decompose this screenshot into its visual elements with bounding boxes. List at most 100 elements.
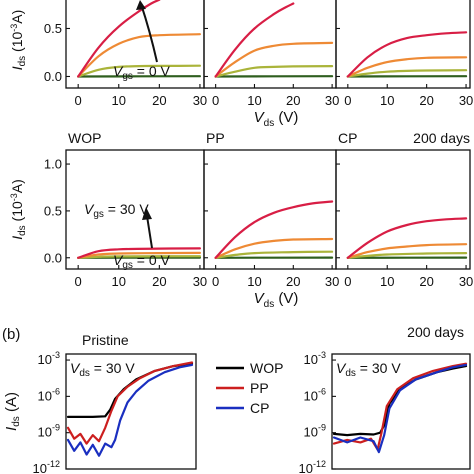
y-tick-exponent: -12 — [313, 459, 326, 469]
transfer-curve-pp — [66, 361, 194, 445]
vgs-low-annotation: Vgs = 0 V — [113, 252, 171, 271]
y-tick-label: 10-3 — [304, 350, 326, 367]
x-tick-label: 30 — [193, 93, 207, 108]
x-tick-label: 0 — [75, 93, 82, 108]
y-label-exponent: -3 — [9, 24, 19, 32]
curve-vgs-30 — [214, 2, 295, 78]
x-tick-label: 10 — [380, 93, 394, 108]
pristine-output-plots: 0 10 20 30 0.0 0.5 0 10 20 30 0 10 20 30 Ids (10-3A) Vd… — [9, 0, 473, 129]
legend: WOP PP CP — [216, 360, 283, 416]
pristine-output-subplot-2: 0 10 20 30 — [203, 0, 339, 108]
subplot-label: WOP — [68, 130, 101, 146]
y-tick-label: 10-9 — [304, 423, 326, 440]
curve-vgs-20 — [214, 41, 334, 78]
x-axis-label: Vds (V) — [254, 109, 299, 129]
vgs-arrowhead — [136, 0, 146, 10]
y-label-unit: (10 — [9, 201, 25, 225]
plot-frame — [335, 149, 471, 270]
x-tick-label: 20 — [152, 93, 166, 108]
y-tick-base: 10 — [304, 352, 318, 367]
x-label-symbol: V — [254, 290, 266, 307]
aged-title: 200 days — [413, 130, 470, 146]
y-tick-base: 10 — [299, 461, 313, 474]
y-label-symbol: I — [3, 427, 20, 431]
y-label-subscript: ds — [11, 416, 22, 427]
vgs-symbol: V — [113, 252, 124, 268]
transfer-curve-cp — [332, 363, 468, 454]
vds-value: = 30 V — [90, 360, 135, 376]
x-tick-label: 10 — [247, 274, 261, 289]
curve-vgs-30 — [77, 247, 201, 259]
aged-output-subplot-3: 0 10 20 30 CP — [335, 130, 473, 289]
y-tick-exponent: -9 — [52, 423, 60, 433]
vds-value: = 30 V — [356, 360, 401, 376]
y-tick-label: 1.0 — [44, 157, 62, 172]
y-tick-label: 0.0 — [44, 250, 62, 265]
x-tick-label: 20 — [286, 274, 300, 289]
y-label-unit-end: A) — [9, 10, 25, 24]
y-tick-exponent: -6 — [318, 386, 326, 396]
x-label-subscript: ds — [264, 299, 275, 310]
x-tick-label: 20 — [419, 274, 433, 289]
curve-vgs-10 — [346, 252, 468, 259]
curve-vgs-20 — [346, 56, 468, 78]
x-label-unit: (V) — [274, 290, 298, 307]
x-tick-label: 30 — [193, 274, 207, 289]
vds-symbol: V — [336, 360, 347, 376]
curve-vgs-30 — [77, 0, 161, 78]
y-tick-label: 10-9 — [38, 423, 60, 440]
curve-vgs-10 — [77, 255, 201, 259]
y-tick-label: 0.5 — [44, 203, 62, 218]
subplot-label: 200 days — [407, 324, 464, 340]
x-tick-label: 30 — [459, 93, 473, 108]
y-label-exponent: -3 — [9, 193, 19, 201]
y-axis-label: Ids (10-3A) — [9, 179, 28, 240]
curve-vgs-10 — [214, 250, 334, 259]
x-tick-label: 30 — [325, 93, 339, 108]
vgs-value: = 0 V — [133, 252, 171, 268]
x-tick-label: 20 — [419, 93, 433, 108]
aged-output-subplot-1: 0 10 20 30 0.0 0.5 1.0 WOP — [44, 130, 207, 289]
legend-entry-cp: CP — [250, 400, 269, 416]
x-label-unit: (V) — [274, 109, 298, 126]
y-tick-label: 10-6 — [38, 386, 60, 403]
vgs-high-annotation: Vgs = 30 V — [84, 201, 149, 220]
y-tick-exponent: -12 — [47, 459, 60, 469]
plot-frame — [335, 0, 471, 89]
curve-vgs-20 — [346, 243, 468, 259]
transfer-curve-cp — [66, 363, 194, 457]
x-axis-label: Vds (V) — [254, 290, 299, 310]
vgs-subscript: gs — [93, 209, 104, 220]
x-label-symbol: V — [254, 109, 266, 126]
legend-entry-wop: WOP — [250, 360, 283, 376]
curve-vgs-30 — [346, 217, 468, 259]
vds-annotation: Vds = 30 V — [336, 360, 401, 379]
x-tick-label: 30 — [325, 274, 339, 289]
y-tick-base: 10 — [304, 425, 318, 440]
y-tick-label: 0.0 — [44, 69, 62, 84]
vgs-arrowhead — [142, 207, 152, 220]
pristine-output-subplot-1: 0 10 20 30 0.0 0.5 — [44, 0, 207, 108]
subplot-label: Pristine — [82, 332, 129, 348]
x-label-subscript: ds — [264, 118, 275, 129]
subplot-label: CP — [338, 130, 357, 146]
vgs-value: = 30 V — [104, 201, 149, 217]
vgs-subscript: gs — [122, 260, 133, 271]
vgs-arrow — [140, 3, 158, 63]
curve-vgs-30 — [346, 31, 468, 78]
aged-output-subplot-2: 0 10 20 30 PP — [203, 130, 339, 289]
y-tick-label: 10-12 — [33, 459, 60, 474]
curve-vgs-10 — [346, 69, 468, 78]
vds-symbol: V — [70, 360, 81, 376]
y-tick-label: 10-12 — [299, 459, 326, 474]
x-tick-label: 10 — [112, 274, 126, 289]
x-tick-label: 20 — [152, 274, 166, 289]
vgs-symbol: V — [84, 201, 95, 217]
y-axis-label: Ids (A) — [3, 392, 22, 431]
y-label-symbol: I — [9, 66, 25, 70]
aged-output-plots: 0 10 20 30 0.0 0.5 1.0 WOP 0 10 20 30 PP 0 10 20 30 CP Ids… — [9, 130, 473, 310]
y-label-symbol: I — [9, 236, 25, 240]
